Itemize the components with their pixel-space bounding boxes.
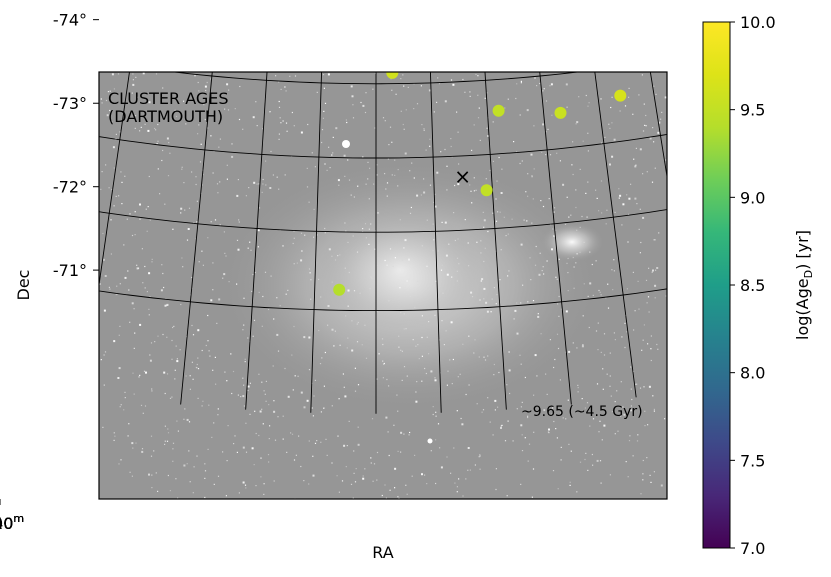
x-tick-label: 0h20m bbox=[0, 512, 24, 533]
title-line-2: (DARTMOUTH) bbox=[108, 107, 223, 126]
cluster-point bbox=[386, 72, 399, 79]
coordinate-grid bbox=[99, 72, 667, 414]
colorbar-tick-label: 8.5 bbox=[740, 276, 765, 295]
y-tick-label: -71° bbox=[53, 261, 87, 280]
y-axis-label: Dec bbox=[14, 270, 33, 301]
sky-image bbox=[99, 72, 667, 499]
cluster-point bbox=[333, 283, 346, 296]
colorbar-tick-label: 7.0 bbox=[740, 539, 765, 558]
age-annotation: ~9.65 (~4.5 Gyr) bbox=[521, 404, 643, 420]
x-tick-label: 0h40m bbox=[0, 512, 24, 533]
y-tick-label: -74° bbox=[53, 11, 87, 30]
y-tick-label: -72° bbox=[53, 178, 87, 197]
cluster-point bbox=[492, 104, 505, 117]
colorbar-tick-label: 9.5 bbox=[740, 101, 765, 120]
x-tick-label: 1h40m bbox=[0, 512, 24, 533]
galaxy-center-marker: × bbox=[454, 165, 471, 189]
x-tick-label: 1h00m bbox=[0, 512, 24, 533]
colorbar-label: log(AgeD) [yr] bbox=[793, 230, 815, 340]
cluster-point bbox=[480, 184, 493, 197]
x-tick-label: 1h20m bbox=[0, 512, 24, 533]
colorbar-tick-label: 9.0 bbox=[740, 188, 765, 207]
cluster-point bbox=[14, 24, 26, 36]
plot-frame bbox=[98, 71, 668, 500]
cluster-point bbox=[554, 106, 567, 119]
colorbar bbox=[702, 21, 731, 549]
cluster-point bbox=[614, 89, 627, 102]
colorbar-tick-label: 7.5 bbox=[740, 451, 765, 470]
title-line-1: CLUSTER AGES bbox=[108, 89, 229, 108]
colorbar-tick-label: 10.0 bbox=[740, 13, 776, 32]
y-tick-label: -73° bbox=[53, 94, 87, 113]
x-axis-label: RA bbox=[372, 543, 393, 562]
colorbar-tick-label: 8.0 bbox=[740, 364, 765, 383]
